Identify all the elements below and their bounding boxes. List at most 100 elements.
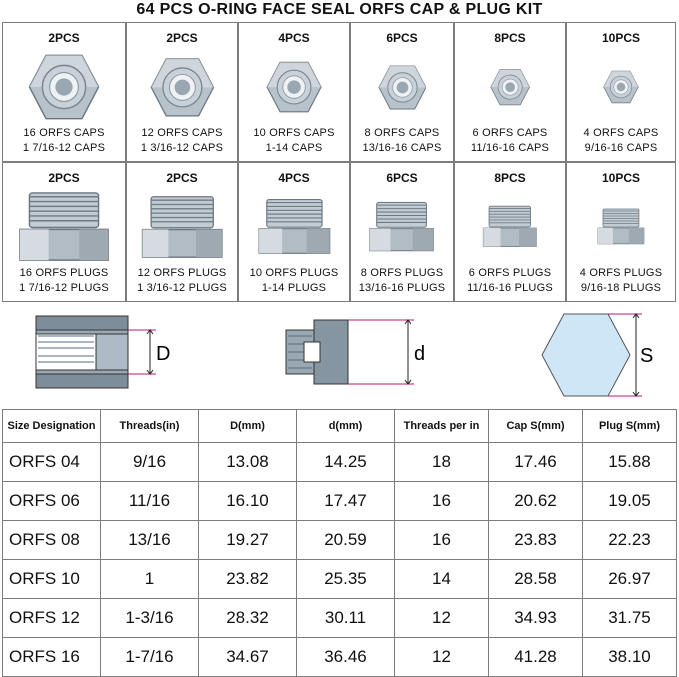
cap-image [3,51,125,123]
cap-quantity: 2PCS [166,31,198,45]
plug-quantity: 4PCS [278,171,310,185]
plug-card: 2PCS 12 ORFS PLUGS 1 3/16-12 PLUGS [126,162,238,302]
table-cell: ORFS 04 [2,442,101,482]
cap-card: 2PCS 12 ORFS CAPS 1 3/16-12 CAPS [126,22,238,162]
plug-quantity: 2PCS [166,171,198,185]
plug-quantity: 8PCS [494,171,526,185]
table-row: ORFS 10 1 23.82 25.35 14 28.58 26.97 [2,559,677,599]
plug-size-label: 6 ORFS PLUGS [468,267,552,279]
table-cell: ORFS 08 [2,520,101,560]
cap-thread-label: 1-14 CAPS [265,142,323,154]
table-cell: 1-3/16 [100,598,199,638]
cap-card: 10PCS 4 ORFS CAPS 9/16-16 CAPS [566,22,676,162]
size-spec-table: Size Designation Threads(in) D(mm) d(mm) Thr… [2,409,677,677]
cap-image-svg [377,64,427,110]
table-cell: ORFS 10 [2,559,101,599]
table-cell: ORFS 16 [2,637,101,677]
plug-card: 6PCS 8 ORFS PLUGS 13/16-16 PLUGS [350,162,454,302]
table-cell: 12 [394,598,489,638]
table-header-cell: D(mm) [198,409,297,443]
cap-image-svg [490,68,530,106]
table-header-cell: Plug S(mm) [582,409,677,443]
table-cell: 9/16 [100,442,199,482]
cap-size-label: 4 ORFS CAPS [583,127,659,139]
diameter-label-d: d [414,343,425,365]
table-cell: 38.10 [582,637,677,677]
cap-size-label: 6 ORFS CAPS [472,127,548,139]
table-cell: 30.11 [296,598,395,638]
product-grid: 2PCS 16 ORFS CAPS 1 7/16-12 CAPS 2PCS 12 ORF… [2,22,676,302]
cap-thread-label: 13/16-16 CAPS [362,142,442,154]
cap-card: 4PCS 10 ORFS CAPS 1-14 CAPS [238,22,350,162]
table-row: ORFS 12 1-3/16 28.32 30.11 12 34.93 31.75 [2,598,677,638]
table-row: ORFS 16 1-7/16 34.67 36.46 12 41.28 38.10 [2,637,677,677]
table-cell: 13/16 [100,520,199,560]
table-cell: 18 [394,442,489,482]
cap-image-svg [266,61,322,113]
plug-quantity: 10PCS [601,171,641,185]
table-cell: 20.62 [488,481,583,521]
cap-image [351,63,453,112]
cap-quantity: 8PCS [494,31,526,45]
plug-size-label: 8 ORFS PLUGS [360,267,444,279]
table-cell: 19.27 [198,520,297,560]
table-header-cell: Cap S(mm) [488,409,583,443]
table-cell: 15.88 [582,442,677,482]
table-cell: 26.97 [582,559,677,599]
table-cell: 16.10 [198,481,297,521]
plug-thread-label: 13/16-16 PLUGS [358,282,446,294]
table-cell: 20.59 [296,520,395,560]
table-row: ORFS 08 13/16 19.27 20.59 16 23.83 22.23 [2,520,677,560]
plug-image [239,198,349,256]
table-cell: 31.75 [582,598,677,638]
cap-size-label: 16 ORFS CAPS [23,127,105,139]
cap-size-label: 10 ORFS CAPS [253,127,335,139]
table-cell: 17.47 [296,481,395,521]
table-header-cell: d(mm) [296,409,395,443]
table-cell: ORFS 12 [2,598,101,638]
table-row: ORFS 06 11/16 16.10 17.47 16 20.62 19.05 [2,481,677,521]
plug-image-svg [483,206,537,248]
plug-size-label: 4 ORFS PLUGS [579,267,663,279]
table-cell: 16 [394,481,489,521]
plug-image-svg [19,192,109,261]
table-cell: ORFS 06 [2,481,101,521]
diameter-label-D: D [156,343,170,365]
cap-cross-section-diagram: D [35,315,170,389]
cap-thread-label: 9/16-16 CAPS [584,142,658,154]
table-cell: 28.32 [198,598,297,638]
plug-image-svg [258,199,330,255]
table-cell: 36.46 [296,637,395,677]
hex-across-flats-diagram: S [541,313,653,397]
table-cell: 22.23 [582,520,677,560]
plug-image-svg [369,201,435,252]
table-cell: 12 [394,637,489,677]
cap-image-svg [150,57,214,117]
plug-quantity: 6PCS [386,171,418,185]
plug-image [3,191,125,263]
cap-quantity: 10PCS [601,31,641,45]
plug-card: 10PCS 4 ORFS PLUGS 9/16-18 PLUGS [566,162,676,302]
table-cell: 14.25 [296,442,395,482]
table-cell: 1 [100,559,199,599]
table-header-cell: Threads(in) [100,409,199,443]
plug-card: 8PCS 6 ORFS PLUGS 11/16-16 PLUGS [454,162,566,302]
cap-card: 8PCS 6 ORFS CAPS 11/16-16 CAPS [454,22,566,162]
table-cell: 25.35 [296,559,395,599]
plug-size-label: 12 ORFS PLUGS [137,267,227,279]
table-cell: 19.05 [582,481,677,521]
table-cell: 16 [394,520,489,560]
table-cell: 34.93 [488,598,583,638]
plug-image [567,208,675,245]
plug-card: 2PCS 16 ORFS PLUGS 1 7/16-12 PLUGS [2,162,126,302]
cap-image [567,69,675,105]
cap-thread-label: 1 3/16-12 CAPS [140,142,224,154]
plug-size-label: 16 ORFS PLUGS [19,267,109,279]
plug-cross-section-diagram: d [285,319,425,385]
table-cell: 14 [394,559,489,599]
plug-card: 4PCS 10 ORFS PLUGS 1-14 PLUGS [238,162,350,302]
plug-image [127,195,237,260]
cap-image [239,59,349,115]
table-cell: 34.67 [198,637,297,677]
page-title: 64 PCS O-RING FACE SEAL ORFS CAP & PLUG … [136,1,543,18]
